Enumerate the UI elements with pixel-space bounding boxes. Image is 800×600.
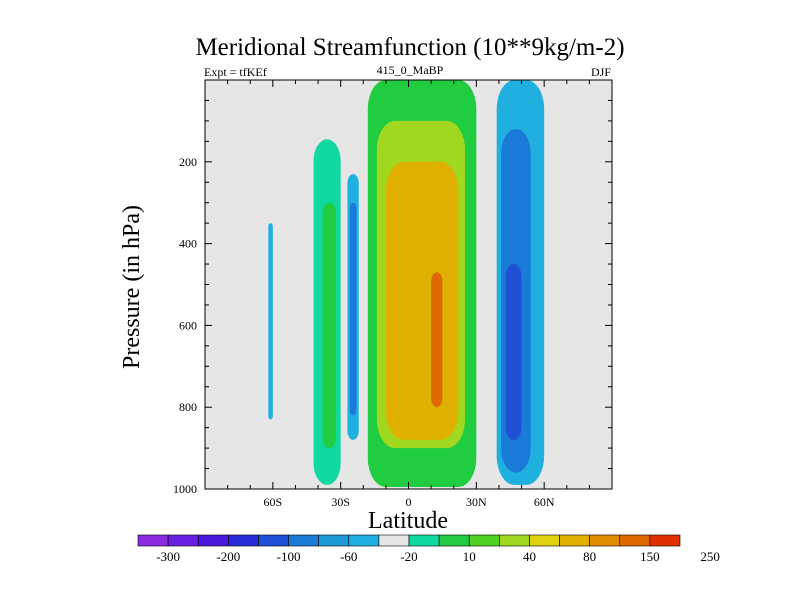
colorbar-label: 250 bbox=[700, 549, 720, 564]
colorbar-swatch bbox=[619, 534, 651, 547]
colorbar-swatch bbox=[167, 534, 199, 547]
colorbar-swatch bbox=[529, 534, 560, 547]
contour-region bbox=[505, 264, 522, 440]
x-tick-label: 60N bbox=[534, 495, 555, 509]
y-tick-label: 1000 bbox=[173, 482, 197, 496]
colorbar-label: -20 bbox=[400, 549, 417, 564]
x-tick-label: 0 bbox=[406, 495, 412, 509]
colorbar-swatch bbox=[137, 534, 169, 547]
colorbar-label: -100 bbox=[277, 549, 301, 564]
colorbar-swatch bbox=[408, 534, 440, 547]
contour-region bbox=[431, 272, 443, 408]
colorbar-label: -200 bbox=[216, 549, 240, 564]
colorbar-label: 150 bbox=[640, 549, 660, 564]
y-tick-label: 800 bbox=[179, 400, 197, 414]
x-axis-ticks: 60S 30S 0 30N 60N bbox=[227, 80, 590, 509]
colorbar-swatch bbox=[228, 534, 259, 547]
colorbar-swatch bbox=[559, 534, 590, 547]
colorbar-label: 40 bbox=[523, 549, 536, 564]
y-tick-label: 600 bbox=[179, 318, 197, 332]
contour-fills bbox=[268, 80, 545, 487]
contour-region bbox=[349, 202, 357, 416]
subtitle-center: 415_0_MaBP bbox=[377, 63, 444, 77]
subtitle-left: Expt = tfKEf bbox=[204, 65, 267, 79]
contour-region bbox=[268, 223, 273, 420]
colorbar-swatch bbox=[378, 534, 410, 547]
colorbar-swatch bbox=[318, 534, 350, 547]
x-tick-label: 30S bbox=[331, 495, 350, 509]
colorbar-swatch bbox=[197, 534, 229, 547]
colorbar-swatch bbox=[258, 534, 289, 547]
x-tick-label: 60S bbox=[263, 495, 282, 509]
y-axis-label: Pressure (in hPa) bbox=[119, 205, 145, 369]
colorbar-label: 10 bbox=[463, 549, 476, 564]
colorbar-swatch bbox=[649, 534, 681, 547]
x-axis-label: Latitude bbox=[368, 508, 448, 534]
colorbar-swatch bbox=[468, 534, 500, 547]
colorbar-swatch bbox=[589, 534, 621, 547]
chart-title: Meridional Streamfunction (10**9kg/m-2) bbox=[195, 34, 624, 61]
y-tick-label: 200 bbox=[179, 155, 197, 169]
colorbar-label: 80 bbox=[583, 549, 596, 564]
colorbar-swatch bbox=[348, 534, 380, 547]
colorbar-label: -60 bbox=[340, 549, 357, 564]
colorbar: -300 -200 -100 -60 -20 10 40 80 150 250 bbox=[137, 534, 720, 564]
subtitle-right: DJF bbox=[591, 65, 611, 79]
y-axis-ticks: 200 400 600 800 1000 bbox=[173, 99, 612, 496]
colorbar-label: -300 bbox=[156, 549, 180, 564]
colorbar-swatch bbox=[288, 534, 319, 547]
x-tick-label: 30N bbox=[466, 495, 487, 509]
plot-area: 200 400 600 800 1000 60S 30S 0 30N 60N bbox=[173, 79, 613, 509]
y-tick-label: 400 bbox=[179, 237, 197, 251]
colorbar-swatch bbox=[499, 534, 530, 547]
colorbar-swatch bbox=[438, 534, 470, 547]
contour-region bbox=[322, 202, 337, 449]
